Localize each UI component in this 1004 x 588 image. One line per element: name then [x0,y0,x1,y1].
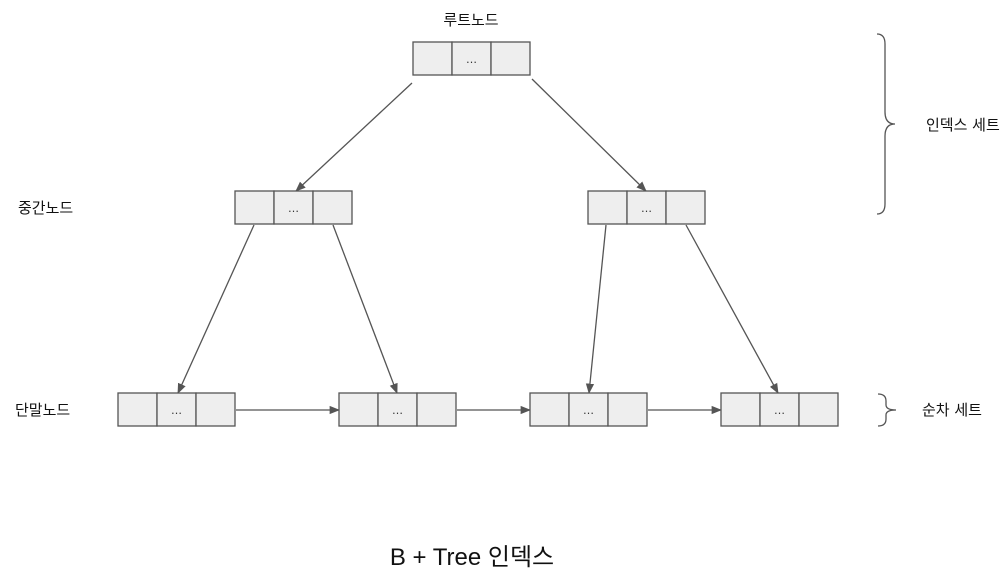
sequence-set-brace [877,393,897,427]
index-set-label: 인덱스 세트 [926,116,1000,134]
node-cell [568,392,609,427]
node-ellipsis: … [288,202,299,215]
tree-edges [177,78,779,415]
node-cell [312,190,353,225]
root-node: … [412,41,531,76]
edge-internal-left-to-leaf-2 [332,224,398,394]
node-cell [451,41,492,76]
node-cell [338,392,379,427]
node-cell [626,190,667,225]
node-ellipsis: … [466,53,477,66]
edge-root-to-internal-right [531,78,647,192]
node-cell [529,392,570,427]
leaf-node-4: … [720,392,839,427]
edge-internal-right-to-leaf-4 [685,224,779,394]
node-cell [117,392,158,427]
node-cell [156,392,197,427]
node-ellipsis: … [641,202,652,215]
sequence-set-label: 순차 세트 [922,401,982,419]
edge-root-to-internal-left [295,82,413,192]
leaf-node-1: … [117,392,236,427]
node-cell [412,41,453,76]
root-node-label: 루트노드 [443,11,498,29]
node-ellipsis: … [171,404,182,417]
node-cell [195,392,236,427]
internal-node-label: 중간노드 [18,199,73,217]
leaf-node-label: 단말노드 [15,401,70,419]
internal-node-left: … [234,190,353,225]
index-set-brace [876,33,896,215]
node-ellipsis: … [583,404,594,417]
node-cell [587,190,628,225]
node-ellipsis: … [774,404,785,417]
leaf-node-2: … [338,392,457,427]
node-cell [234,190,275,225]
node-cell [607,392,648,427]
leaf-node-3: … [529,392,648,427]
node-cell [665,190,706,225]
edge-internal-left-to-leaf-1 [177,224,255,394]
internal-node-right: … [587,190,706,225]
node-cell [416,392,457,427]
node-cell [720,392,761,427]
edge-internal-right-to-leaf-3 [585,224,607,395]
node-cell [273,190,314,225]
node-cell [798,392,839,427]
diagram-caption: B + Tree 인덱스 [390,544,554,571]
node-ellipsis: … [392,404,403,417]
node-cell [490,41,531,76]
node-cell [377,392,418,427]
